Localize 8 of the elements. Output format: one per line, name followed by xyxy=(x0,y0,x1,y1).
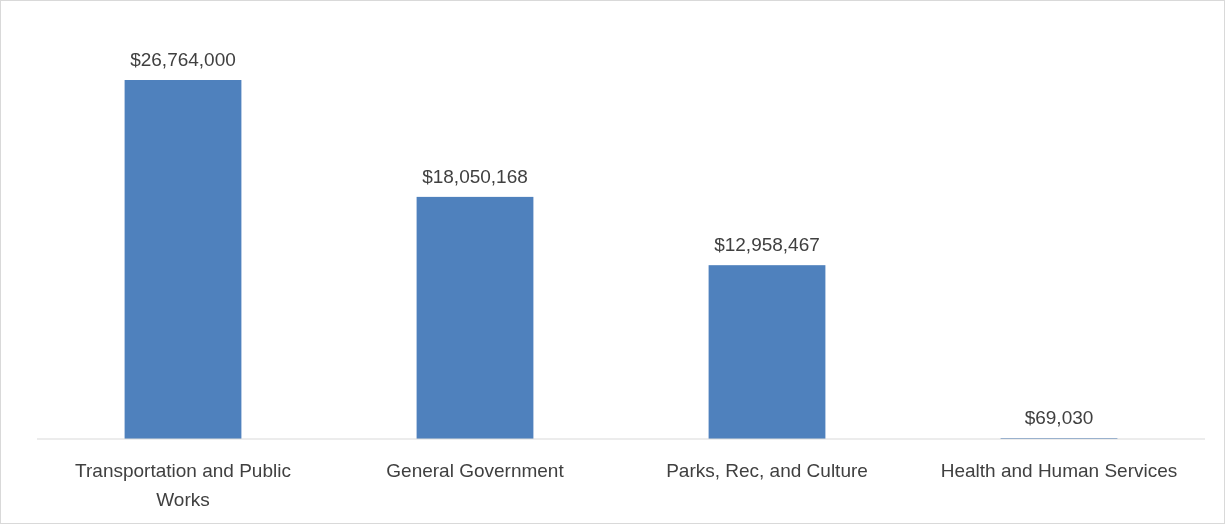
data-label: $18,050,168 xyxy=(422,165,528,187)
x-tick-label: Transportation and Public Works xyxy=(75,460,291,510)
data-label: $69,030 xyxy=(1024,407,1094,429)
x-tick-label: General Government xyxy=(386,460,565,481)
x-tick-label: Health and Human Services xyxy=(940,460,1178,481)
data-label: $12,958,467 xyxy=(714,234,820,256)
data-label: $26,764,000 xyxy=(130,49,236,70)
x-tick-label: Parks, Rec, and Culture xyxy=(666,460,868,481)
